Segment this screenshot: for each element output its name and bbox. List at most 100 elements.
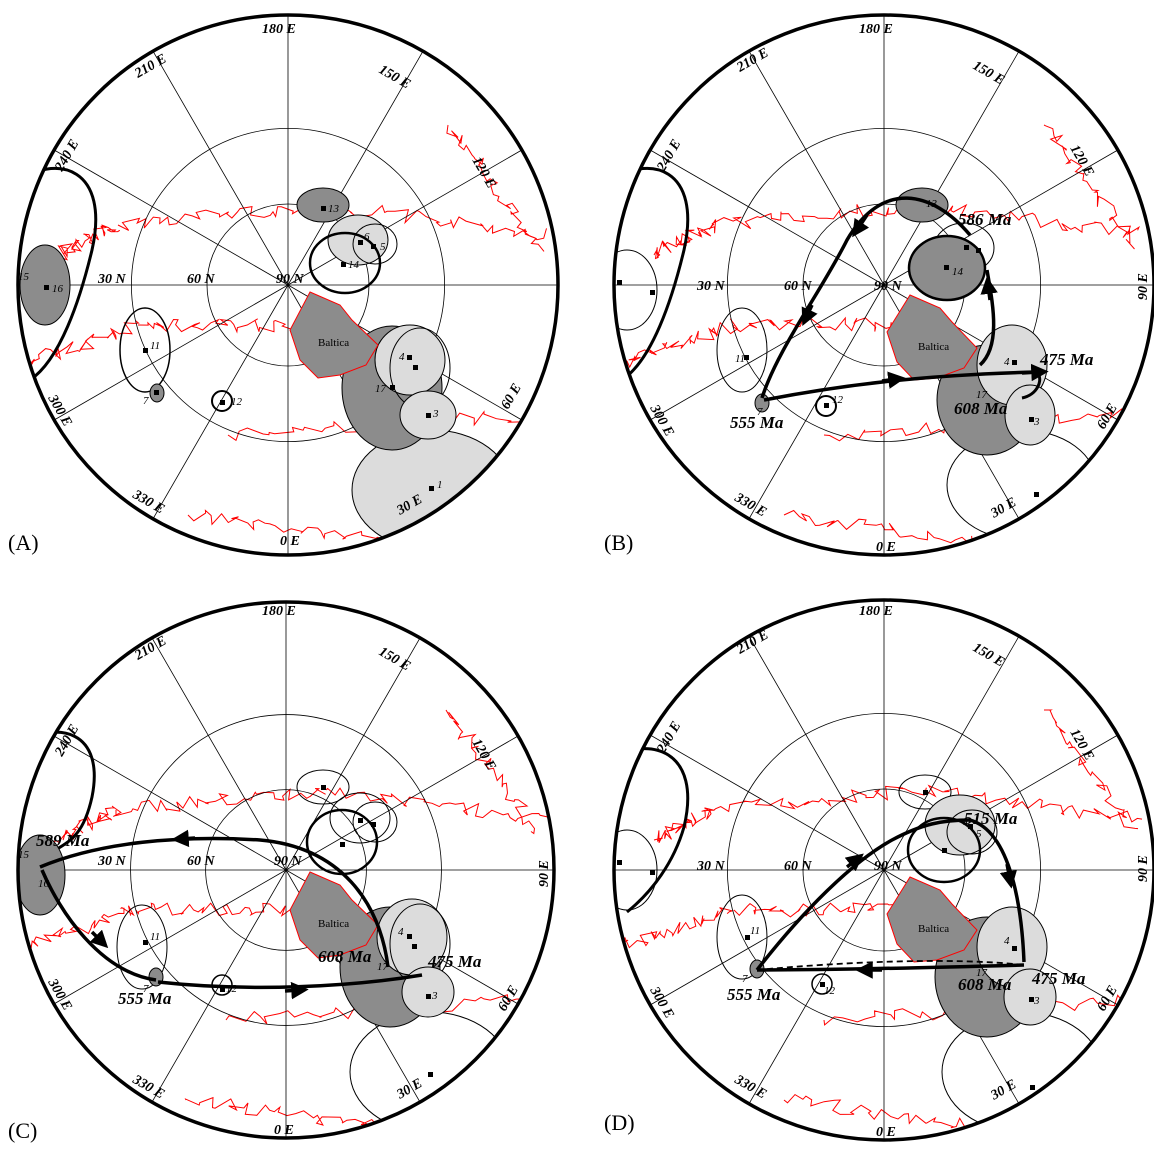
pole-ellipse-5 bbox=[352, 801, 398, 843]
apwp-path-608-589 bbox=[39, 836, 390, 968]
pole-ellipse-14 bbox=[308, 231, 382, 295]
pole-label-17: 17 bbox=[976, 967, 988, 979]
pole-label-13: 13 bbox=[328, 203, 340, 215]
coastline bbox=[115, 787, 326, 817]
coastline bbox=[137, 318, 304, 334]
lat-90: 90 N bbox=[274, 854, 303, 869]
meridian-30: 30 E bbox=[394, 1076, 426, 1103]
age-608: 608 Ma bbox=[318, 947, 372, 966]
pole-ellipse-12 bbox=[811, 973, 833, 995]
meridian-0: 0 E bbox=[876, 540, 896, 555]
meridian-line bbox=[748, 50, 885, 286]
pole-label-11: 11 bbox=[750, 925, 760, 937]
coastline bbox=[445, 709, 536, 835]
lat-30: 30 N bbox=[696, 859, 726, 874]
meridian-line bbox=[748, 635, 885, 871]
pole-label-16: 16 bbox=[38, 878, 50, 890]
pole-label-11: 11 bbox=[735, 353, 745, 365]
map-content bbox=[18, 602, 554, 1138]
coastline bbox=[653, 219, 717, 260]
coastline bbox=[18, 320, 140, 366]
pole-ellipse-13 bbox=[296, 187, 350, 223]
baltica-craton bbox=[886, 876, 978, 963]
age-555: 555 Ma bbox=[118, 989, 172, 1008]
age-555: 555 Ma bbox=[727, 985, 781, 1004]
meridian-line bbox=[649, 149, 885, 286]
map-content bbox=[18, 15, 558, 555]
pole-label-17: 17 bbox=[375, 383, 387, 395]
pole-ellipse-14 bbox=[906, 816, 982, 884]
meridian-line bbox=[287, 149, 523, 286]
pole-ellipse-11 bbox=[716, 894, 768, 980]
meridian-0: 0 E bbox=[274, 1123, 294, 1138]
meridian-240: 240 E bbox=[654, 719, 684, 757]
meridian-240: 240 E bbox=[654, 137, 684, 175]
pole-label-3: 3 bbox=[1033, 416, 1040, 428]
pole-ellipse-6 bbox=[329, 792, 391, 844]
apwp-arrow-b bbox=[801, 304, 818, 326]
apwp-arrow-a bbox=[844, 853, 864, 872]
lat-90: 90 N bbox=[276, 272, 305, 287]
apwp-arrow-c bbox=[284, 981, 309, 1000]
coastline bbox=[117, 202, 325, 231]
pole-ellipse-far bbox=[614, 829, 658, 911]
age-475: 475 Ma bbox=[1031, 969, 1086, 988]
pole-ellipse-13 bbox=[296, 769, 350, 805]
apwp-arrow-a bbox=[852, 214, 870, 238]
meridian-120: 120 E bbox=[469, 737, 499, 774]
age-608: 608 Ma bbox=[954, 399, 1008, 418]
lat-90: 90 N bbox=[874, 859, 903, 874]
coastline bbox=[1043, 124, 1135, 250]
coastline bbox=[614, 318, 739, 371]
pole-label-1: 1 bbox=[437, 479, 443, 491]
pole-label-3: 3 bbox=[431, 990, 438, 1002]
baltica-label: Baltica bbox=[318, 918, 349, 930]
meridian-line bbox=[53, 284, 289, 421]
meridian-150: 150 E bbox=[970, 640, 1007, 670]
meridian-line bbox=[649, 734, 885, 871]
coastline bbox=[711, 199, 922, 230]
meridian-150: 150 E bbox=[376, 62, 413, 92]
meridian-line bbox=[53, 869, 287, 1005]
meridian-330: 330 E bbox=[129, 487, 167, 517]
age-475: 475 Ma bbox=[1039, 350, 1094, 369]
pole-label-15: 15 bbox=[18, 849, 30, 861]
pole-label-6: 6 bbox=[364, 231, 370, 243]
age-labels: 586 Ma 475 Ma 608 Ma 555 Ma bbox=[730, 210, 1094, 432]
baltica-label: Baltica bbox=[918, 923, 949, 935]
meridian-line bbox=[883, 734, 1119, 871]
coastline bbox=[135, 902, 312, 918]
meridian-line bbox=[287, 50, 424, 286]
pole-markers bbox=[617, 790, 1035, 1090]
meridian-180: 180 E bbox=[859, 604, 893, 619]
age-586: 586 Ma bbox=[958, 210, 1012, 229]
coastline bbox=[187, 509, 415, 549]
pole-ellipse-13 bbox=[895, 187, 949, 223]
graticule bbox=[18, 602, 554, 1138]
meridian-0: 0 E bbox=[280, 534, 300, 549]
meridian-240: 240 E bbox=[52, 722, 82, 760]
apwp-arrow-b bbox=[999, 863, 1017, 889]
pole-label-17: 17 bbox=[377, 961, 389, 973]
apwp-arrow-b bbox=[89, 929, 109, 949]
meridian-60: 60 E bbox=[498, 381, 524, 412]
pole-label-17: 17 bbox=[976, 389, 988, 401]
meridian-180: 180 E bbox=[262, 604, 296, 619]
coastline bbox=[446, 124, 545, 252]
pole-ellipse-11 bbox=[116, 904, 168, 990]
lat-60: 60 N bbox=[784, 859, 813, 874]
pole-label-7: 7 bbox=[143, 395, 149, 407]
coastline bbox=[713, 785, 927, 813]
coastline-layer bbox=[614, 124, 1140, 549]
apwp-arrow-c bbox=[881, 371, 906, 389]
age-608: 608 Ma bbox=[958, 975, 1012, 994]
pole-label-16: 16 bbox=[52, 283, 64, 295]
meridian-line bbox=[883, 50, 1020, 286]
pole-markers bbox=[143, 785, 433, 1077]
lat-30: 30 N bbox=[696, 279, 726, 294]
lat-90: 90 N bbox=[874, 279, 903, 294]
pole-label-14: 14 bbox=[952, 266, 964, 278]
panel-label-c: (C) bbox=[8, 1118, 38, 1143]
